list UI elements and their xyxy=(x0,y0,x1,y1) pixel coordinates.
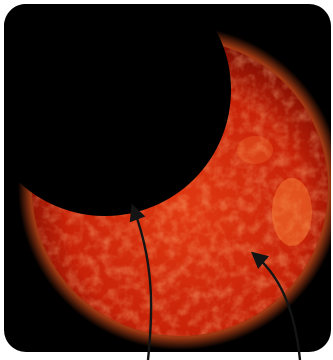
arrow-to-sun-surface xyxy=(250,251,302,360)
moon-disk xyxy=(4,4,231,216)
arrow-to-moon-edge xyxy=(129,203,153,360)
